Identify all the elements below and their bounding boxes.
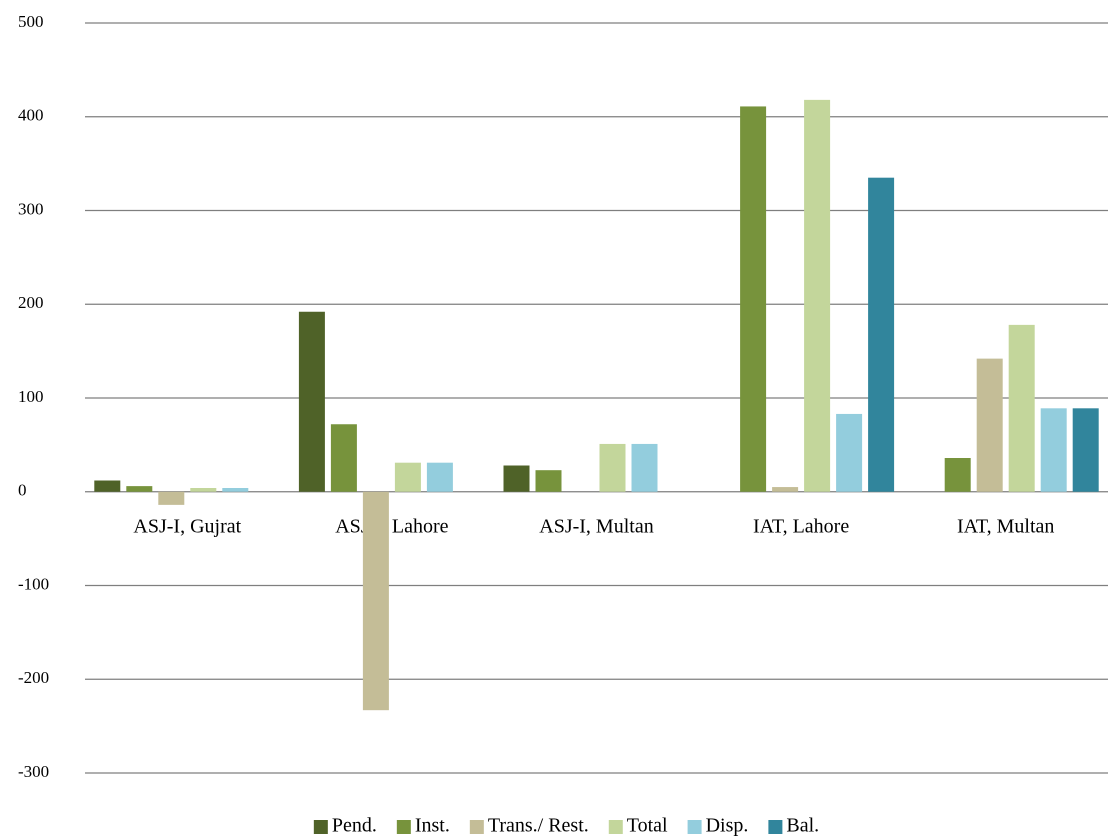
y-tick-label: 300 bbox=[18, 199, 44, 218]
legend-swatch bbox=[396, 820, 411, 834]
bar bbox=[222, 488, 249, 492]
bar bbox=[631, 443, 658, 492]
y-tick-label: 200 bbox=[18, 293, 44, 312]
bar bbox=[535, 470, 562, 492]
bar bbox=[1040, 408, 1067, 492]
bar bbox=[330, 424, 357, 492]
legend-label: Pend. bbox=[332, 815, 377, 837]
x-tick-label: ASJ-I, Lahore bbox=[335, 515, 448, 537]
bar bbox=[976, 358, 1003, 492]
y-tick-label: 500 bbox=[18, 12, 44, 31]
legend-swatch bbox=[313, 820, 328, 834]
legend-label: Bal. bbox=[786, 815, 819, 837]
x-tick-label: IAT, Multan bbox=[957, 515, 1054, 537]
y-tick-label: 100 bbox=[18, 387, 44, 406]
bar bbox=[362, 491, 389, 711]
bar bbox=[599, 443, 626, 492]
y-tick-label: 0 bbox=[18, 481, 27, 500]
bar bbox=[772, 487, 799, 492]
bar bbox=[836, 413, 863, 492]
bar bbox=[190, 488, 217, 492]
bar bbox=[944, 458, 971, 492]
bar bbox=[1008, 324, 1035, 492]
x-tick-label: ASJ-I, Gujrat bbox=[133, 515, 241, 537]
y-tick-label: -200 bbox=[18, 668, 49, 687]
bar bbox=[426, 462, 453, 492]
legend-swatch bbox=[687, 820, 702, 834]
legend-label: Disp. bbox=[706, 815, 749, 837]
y-tick-label: -300 bbox=[18, 762, 49, 781]
bar bbox=[158, 491, 185, 505]
y-tick-label: -100 bbox=[18, 574, 49, 593]
legend-swatch bbox=[768, 820, 783, 834]
bar bbox=[503, 465, 530, 492]
legend-label: Total bbox=[627, 815, 668, 837]
legend-label: Trans./ Rest. bbox=[488, 815, 589, 837]
x-tick-label: IAT, Lahore bbox=[753, 515, 849, 537]
bar bbox=[868, 177, 895, 492]
bar bbox=[298, 311, 325, 492]
bar bbox=[804, 99, 831, 492]
bar bbox=[126, 486, 153, 492]
legend-label: Inst. bbox=[415, 815, 450, 837]
y-tick-label: 400 bbox=[18, 106, 44, 125]
bar bbox=[394, 462, 421, 492]
bar bbox=[740, 106, 767, 492]
bar bbox=[1072, 408, 1099, 492]
x-tick-label: ASJ-I, Multan bbox=[539, 515, 653, 537]
legend-swatch bbox=[469, 820, 484, 834]
bar bbox=[94, 480, 121, 492]
legend-swatch bbox=[608, 820, 623, 834]
